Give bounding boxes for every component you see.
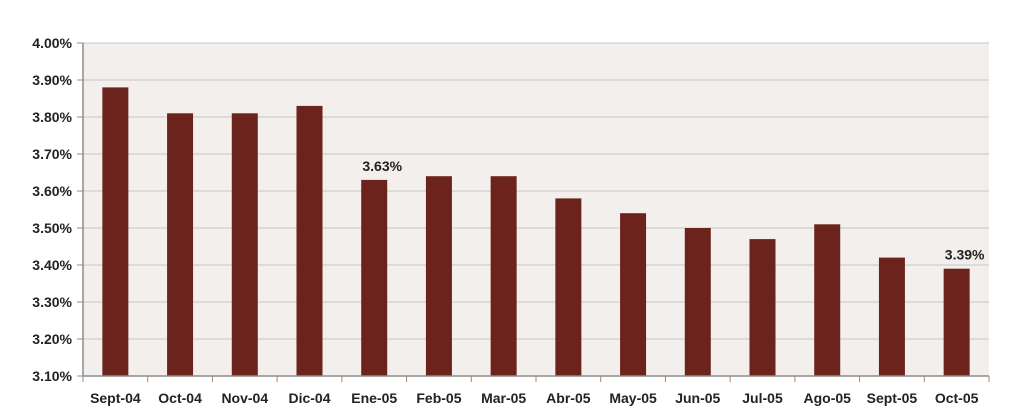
y-tick-label: 3.80% [32,109,72,125]
bar [555,198,582,376]
y-tick-label: 3.10% [32,368,72,384]
plot-background [83,43,989,376]
y-tick-label: 3.70% [32,146,72,162]
y-tick-label: 3.20% [32,331,72,347]
bar [296,105,323,377]
x-tick-label: Oct-04 [158,390,202,406]
y-tick-label: 3.50% [32,220,72,236]
x-tick-label: Ago-05 [803,390,851,406]
y-tick-label: 3.30% [32,294,72,310]
bars [102,87,970,377]
x-tick-label: May-05 [609,390,657,406]
bar [749,239,776,376]
x-tick-label: Sept-05 [867,390,918,406]
x-tick-label: Sept-04 [90,390,141,406]
x-tick-label: Dic-04 [288,390,330,406]
data-label: 3.39% [945,247,985,263]
x-tick-label: Feb-05 [416,390,461,406]
bar [620,213,647,376]
x-tick-label: Nov-04 [221,390,268,406]
x-tick-label: Jul-05 [742,390,783,406]
x-tick-label: Oct-05 [935,390,979,406]
x-tick-label: Mar-05 [481,390,526,406]
x-tick-label: Ene-05 [351,390,397,406]
axes [82,43,990,382]
y-tick-label: 3.60% [32,183,72,199]
bar [167,113,194,377]
bar [943,268,970,376]
bar [361,179,388,376]
bar [814,224,841,376]
x-tick-label: Abr-05 [546,390,591,406]
x-tick-labels: Sept-04 Oct-04 Nov-04 Dic-04 Ene-05 Feb-05 Mar… [90,390,979,406]
bar [231,113,258,377]
y-tick-label: 3.40% [32,257,72,273]
bar [878,257,905,376]
bar [490,176,517,376]
bar [684,228,711,376]
bar [425,176,452,376]
x-tick-label: Jun-05 [675,390,720,406]
bar [102,87,129,377]
data-labels: 3.63% 3.39% [362,158,985,263]
y-tick-label: 4.00% [32,35,72,51]
y-tick-labels: 3.10% 3.20% 3.30% 3.40% 3.50% 3.60% 3.70% 3.80%… [32,35,72,384]
y-tick-label: 3.90% [32,72,72,88]
data-label: 3.63% [362,158,402,174]
